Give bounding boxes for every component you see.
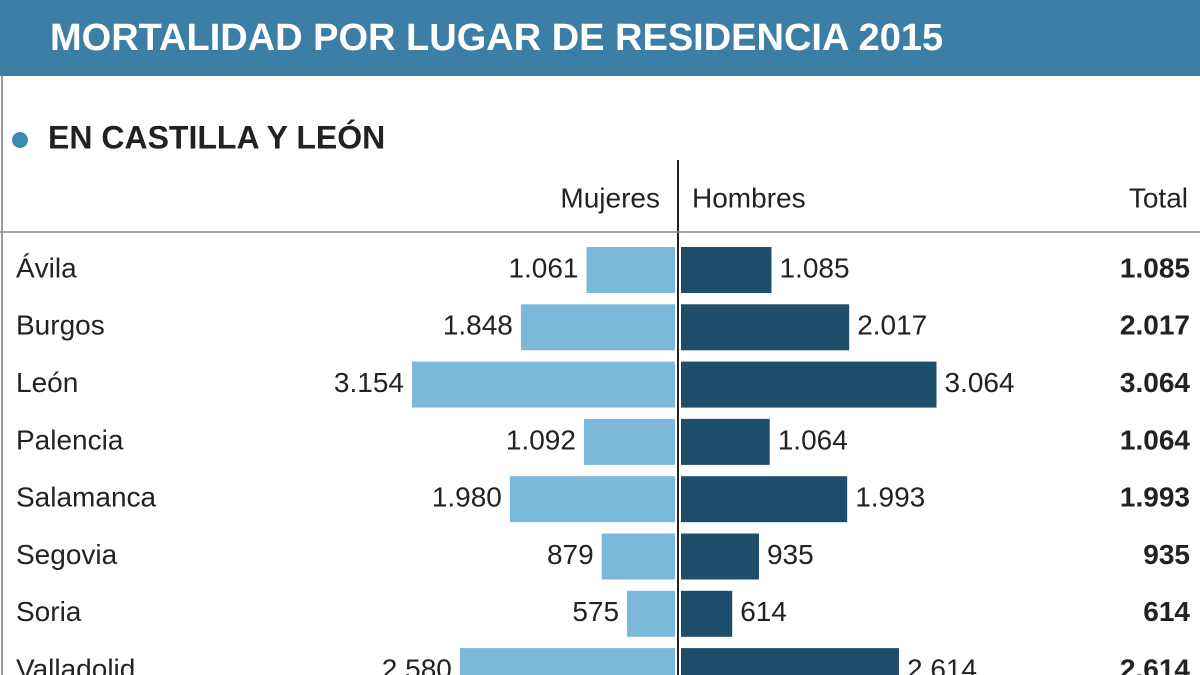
category-label: Burgos bbox=[16, 310, 105, 341]
bar bbox=[520, 304, 675, 351]
value-label: 935 bbox=[767, 539, 814, 570]
value-label: 879 bbox=[547, 539, 594, 570]
value-label: 2.614 bbox=[907, 653, 977, 675]
value-label: 1.085 bbox=[779, 252, 849, 283]
total-label: 1.085 bbox=[1120, 252, 1190, 283]
legend-label: Hombres bbox=[692, 182, 806, 213]
total-label: 2.614 bbox=[1120, 653, 1190, 675]
bar bbox=[627, 590, 675, 637]
category-label: Soria bbox=[16, 596, 82, 627]
chart-title: MORTALIDAD POR LUGAR DE RESIDENCIA 2015 bbox=[50, 17, 943, 59]
value-label: 2.017 bbox=[857, 310, 927, 341]
value-label: 614 bbox=[740, 596, 787, 627]
category-label: Ávila bbox=[16, 252, 77, 283]
total-label: 3.064 bbox=[1120, 367, 1190, 398]
value-label: 3.064 bbox=[944, 367, 1014, 398]
bar bbox=[681, 304, 850, 351]
subtitle: EN CASTILLA Y LEÓN bbox=[48, 119, 385, 155]
bar bbox=[681, 648, 899, 675]
bar bbox=[583, 418, 675, 465]
value-label: 575 bbox=[572, 596, 619, 627]
value-label: 1.980 bbox=[432, 482, 502, 513]
total-label: 935 bbox=[1143, 539, 1190, 570]
value-label: 3.154 bbox=[334, 367, 404, 398]
bar bbox=[601, 533, 675, 580]
title-bar bbox=[0, 0, 1200, 76]
category-label: Segovia bbox=[16, 539, 118, 570]
category-label: Salamanca bbox=[16, 482, 157, 513]
value-label: 1.061 bbox=[508, 252, 578, 283]
value-label: 1.993 bbox=[855, 482, 925, 513]
bar bbox=[681, 533, 759, 580]
bar bbox=[586, 247, 675, 293]
category-label: Palencia bbox=[16, 424, 124, 455]
total-label: 1.993 bbox=[1120, 482, 1190, 513]
legend-label: Mujeres bbox=[560, 182, 660, 213]
value-label: 1.848 bbox=[443, 310, 513, 341]
category-label: León bbox=[16, 367, 78, 398]
bar bbox=[681, 418, 770, 465]
bar bbox=[681, 247, 772, 293]
total-label: 614 bbox=[1143, 596, 1190, 627]
legend-label: Total bbox=[1129, 182, 1188, 213]
value-label: 2.580 bbox=[382, 653, 452, 675]
bar bbox=[681, 476, 848, 523]
bullet bbox=[12, 132, 28, 148]
value-label: 1.092 bbox=[506, 424, 576, 455]
total-label: 1.064 bbox=[1120, 424, 1190, 455]
category-label: Valladolid bbox=[16, 653, 135, 675]
bar bbox=[509, 476, 675, 523]
bar bbox=[681, 361, 937, 408]
bar bbox=[681, 590, 733, 637]
bar bbox=[459, 648, 675, 675]
bar bbox=[412, 361, 675, 408]
total-label: 2.017 bbox=[1120, 310, 1190, 341]
value-label: 1.064 bbox=[778, 424, 848, 455]
